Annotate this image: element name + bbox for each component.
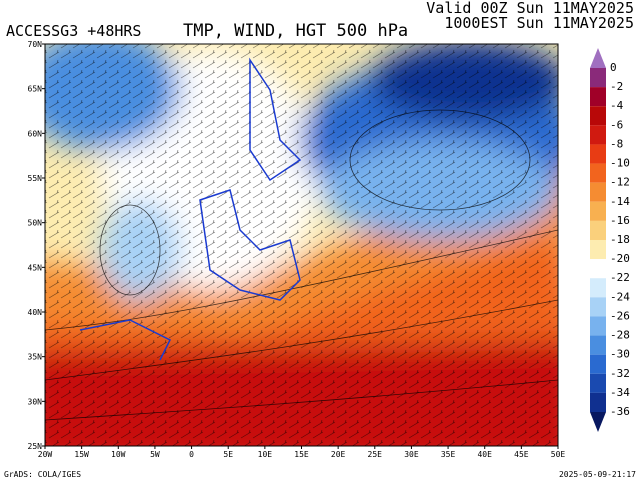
colorbar-label: -36 xyxy=(610,405,630,418)
colorbar-swatch xyxy=(590,144,606,164)
colorbar-swatch xyxy=(590,68,606,88)
lat-label: 60N xyxy=(28,129,43,138)
colorbar-swatch xyxy=(590,316,606,336)
lat-label: 40N xyxy=(28,308,43,317)
colorbar-label: -16 xyxy=(610,214,630,227)
lon-label: 30E xyxy=(404,450,419,459)
colorbar-label: -8 xyxy=(610,137,623,150)
map-title: TMP, WIND, HGT 500 hPa xyxy=(183,21,408,41)
lon-label: 40E xyxy=(477,450,492,459)
lat-label: 70N xyxy=(28,40,43,49)
lat-label: 35N xyxy=(28,353,43,362)
valid-time: Valid 00Z Sun 11MAY2025 xyxy=(426,0,634,17)
credit: GrADS: COLA/IGES xyxy=(4,470,81,479)
lon-label: 10W xyxy=(111,450,126,459)
colorbar-cap xyxy=(590,412,606,432)
colorbar-swatch xyxy=(590,125,606,145)
colorbar-swatch xyxy=(590,240,606,260)
lon-label: 35E xyxy=(441,450,456,459)
lat-label: 50N xyxy=(28,219,43,228)
colorbar-label: -6 xyxy=(610,118,623,131)
timestamp: 2025-05-09-21:17 xyxy=(559,470,636,479)
lon-label: 20W xyxy=(38,450,53,459)
colorbar-label: -26 xyxy=(610,309,630,322)
colorbar-label: -32 xyxy=(610,367,630,380)
lat-label: 25N xyxy=(28,442,43,451)
colorbar-label: -2 xyxy=(610,80,623,93)
colorbar-swatch xyxy=(590,87,606,107)
lon-label: 0 xyxy=(189,450,194,459)
colorbar-label: -4 xyxy=(610,99,624,112)
lon-label: 25E xyxy=(368,450,383,459)
lon-label: 15W xyxy=(74,450,89,459)
colorbar-label: 0 xyxy=(610,61,617,74)
colorbar-swatch xyxy=(590,182,606,202)
colorbar-label: -24 xyxy=(610,290,630,303)
lat-axis: 70N 65N 60N 55N 50N 45N 40N 35N 30N 25N xyxy=(28,40,45,451)
lon-axis: 20W 15W 10W 5W 0 5E 10E 15E 20E 25E 30E 35E 40E 45E 50… xyxy=(38,446,566,459)
lon-label: 45E xyxy=(514,450,529,459)
colorbar-swatch xyxy=(590,220,606,240)
colorbar-swatch xyxy=(590,354,606,374)
colorbar-cap xyxy=(590,48,606,68)
lon-label: 10E xyxy=(258,450,273,459)
lat-label: 65N xyxy=(28,85,43,94)
colorbar-label: -22 xyxy=(610,271,630,284)
lon-label: 15E xyxy=(294,450,309,459)
lat-label: 55N xyxy=(28,174,43,183)
colorbar-label: -30 xyxy=(610,348,630,361)
colorbar-swatch xyxy=(590,373,606,393)
lon-label: 20E xyxy=(331,450,346,459)
colorbar-label: -20 xyxy=(610,252,630,265)
colorbar-swatch xyxy=(590,163,606,183)
colorbar-swatch xyxy=(590,106,606,126)
colorbar-label: -12 xyxy=(610,176,630,189)
lon-label: 5W xyxy=(150,450,160,459)
lon-label: 50E xyxy=(551,450,566,459)
lat-label: 45N xyxy=(28,263,43,272)
colorbar-swatch xyxy=(590,297,606,317)
model-label: ACCESSG3 +48HRS xyxy=(6,22,141,40)
colorbar-swatch xyxy=(590,392,606,412)
colorbar-swatch xyxy=(590,201,606,221)
colorbar-label: -14 xyxy=(610,195,630,208)
colorbar-swatch xyxy=(590,259,606,279)
colorbar-swatch xyxy=(590,335,606,355)
colorbar-label: -34 xyxy=(610,386,630,399)
lon-label: 5E xyxy=(223,450,233,459)
colorbar: 0 -2 -4 -6 -8 -10 -12 -14 -16 -18 -20 -22 -24 -26 -28 -… xyxy=(590,48,630,432)
colorbar-label: -10 xyxy=(610,157,630,170)
colorbar-label: -18 xyxy=(610,233,630,246)
map-field xyxy=(45,44,558,446)
colorbar-swatch xyxy=(590,278,606,298)
local-time: 1000EST Sun 11MAY2025 xyxy=(444,14,634,32)
colorbar-label: -28 xyxy=(610,329,630,342)
lat-label: 30N xyxy=(28,397,43,406)
